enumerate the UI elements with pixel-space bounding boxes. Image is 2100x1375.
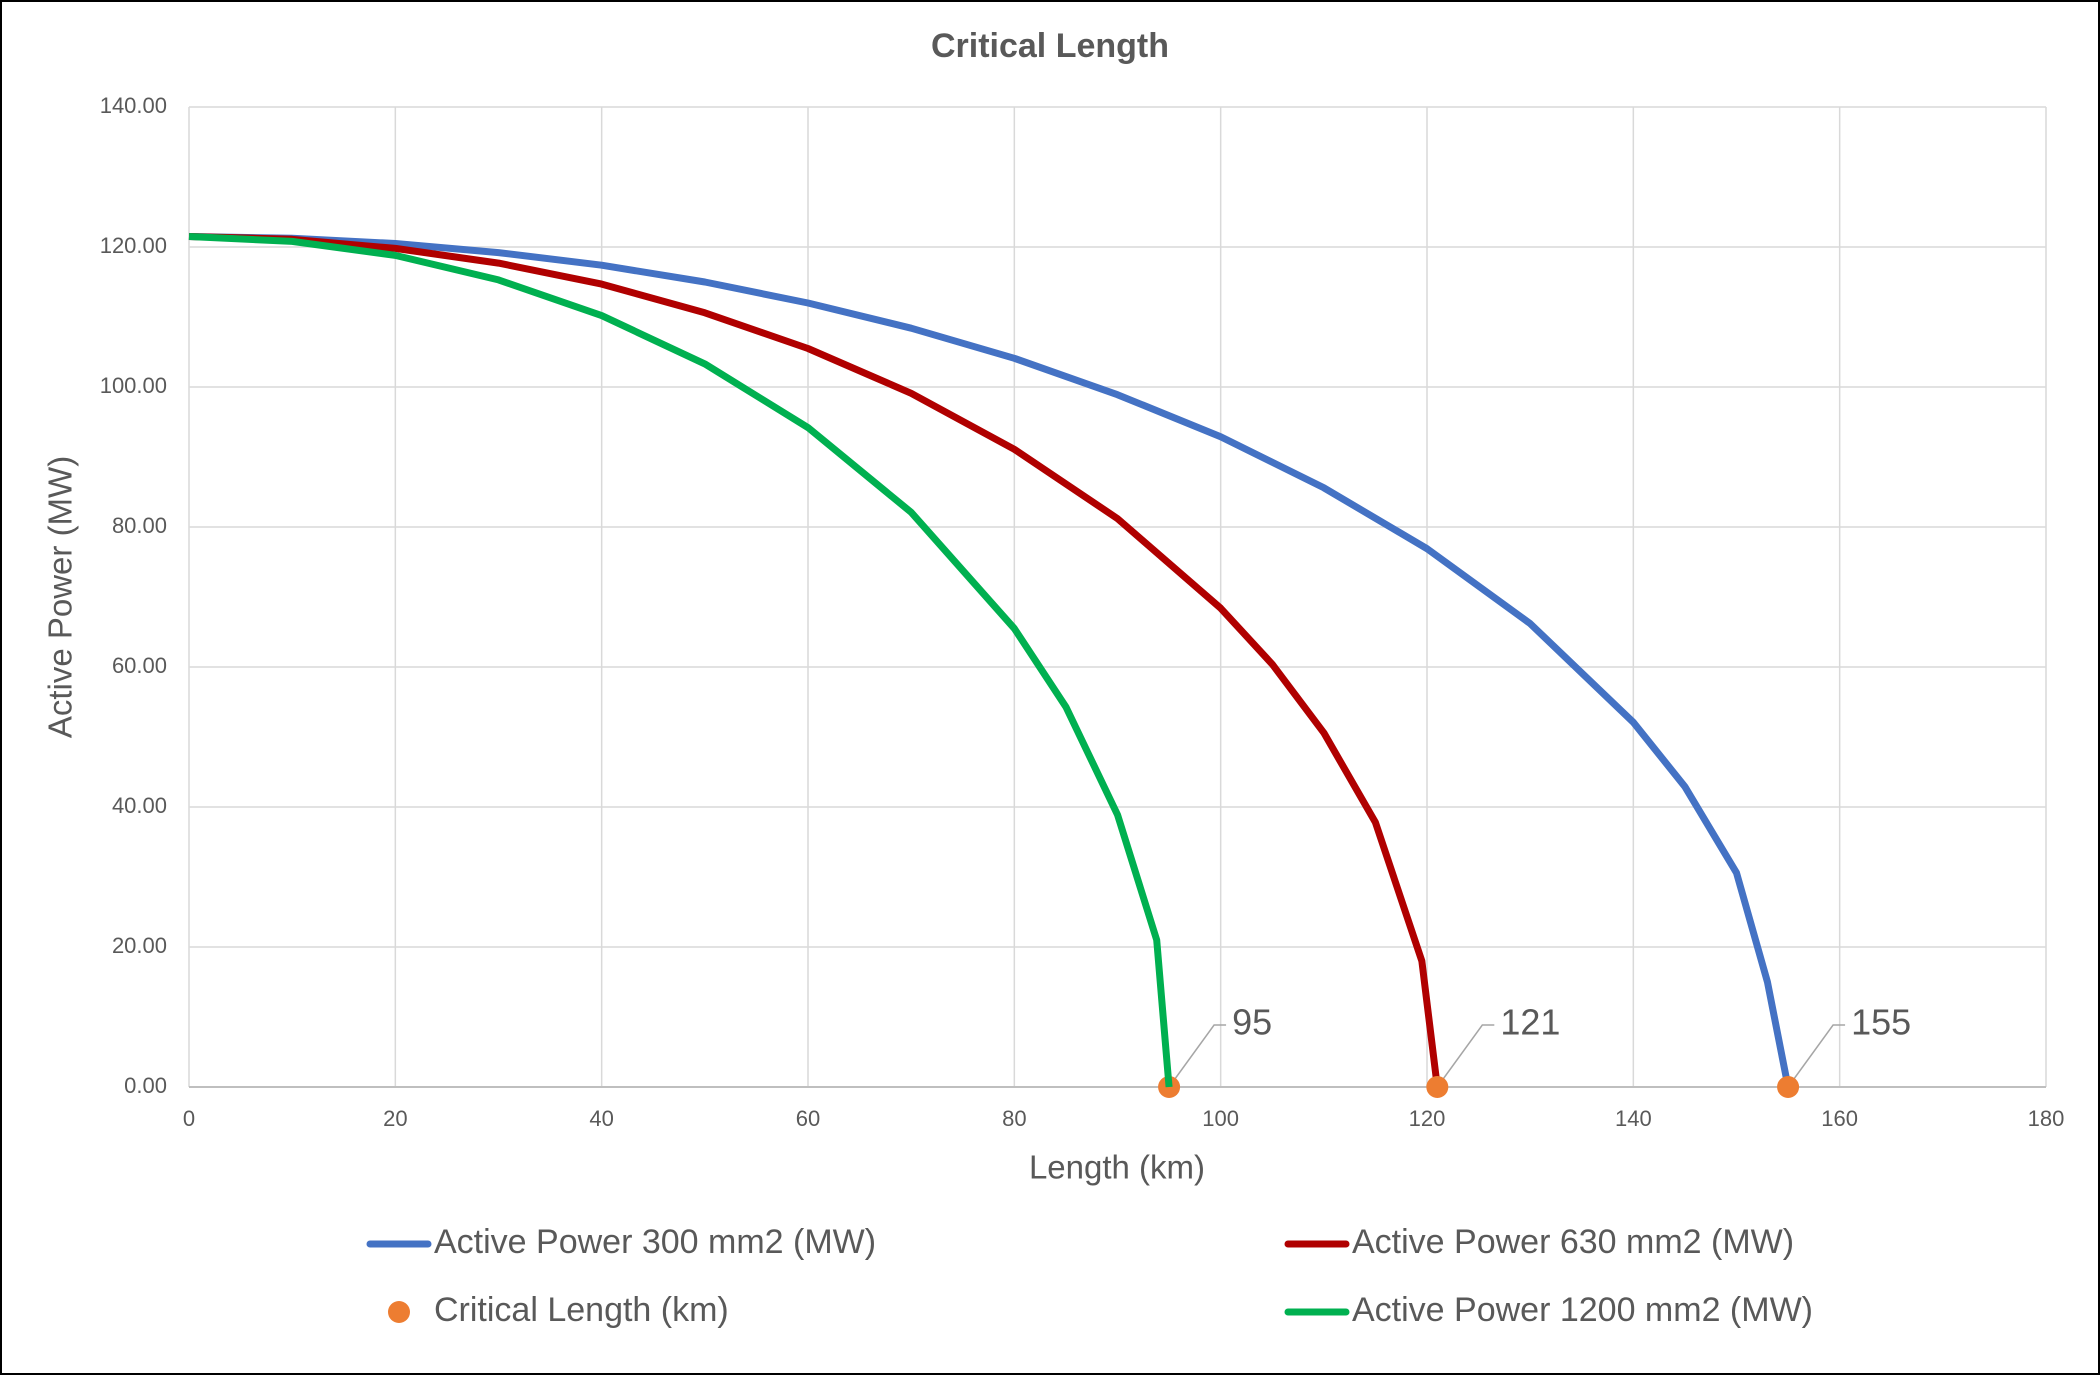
- legend-label: Active Power 630 mm2 (MW): [1352, 1223, 1794, 1261]
- x-tick-label: 40: [589, 1106, 613, 1131]
- x-tick-label: 160: [1821, 1106, 1858, 1131]
- y-tick-label: 20.00: [112, 933, 167, 958]
- data-label: 95: [1232, 1002, 1272, 1043]
- x-tick-label: 120: [1409, 1106, 1446, 1131]
- y-tick-label: 40.00: [112, 793, 167, 818]
- legend-label: Active Power 1200 mm2 (MW): [1352, 1291, 1813, 1329]
- legend-marker: [388, 1301, 410, 1323]
- y-tick-label: 80.00: [112, 513, 167, 538]
- x-tick-label: 180: [2028, 1106, 2065, 1131]
- legend-label: Active Power 300 mm2 (MW): [434, 1223, 876, 1261]
- y-axis-title: Active Power (MW): [42, 456, 79, 738]
- chart-title: Critical Length: [931, 27, 1169, 65]
- x-tick-label: 80: [1002, 1106, 1026, 1131]
- x-tick-label: 0: [183, 1106, 195, 1131]
- legend-label: Critical Length (km): [434, 1291, 729, 1329]
- leader-line: [1436, 1024, 1495, 1088]
- line: [188, 233, 1792, 1088]
- y-tick-label: 100.00: [100, 373, 167, 398]
- leader-line: [1168, 1024, 1227, 1088]
- line: [188, 233, 1173, 1088]
- data-label: 121: [1500, 1002, 1560, 1043]
- marker: [1426, 1076, 1449, 1098]
- y-tick-label: 60.00: [112, 653, 167, 678]
- x-axis-title: Length (km): [1029, 1149, 1205, 1186]
- x-tick-label: 140: [1615, 1106, 1652, 1131]
- y-tick-label: 140.00: [100, 93, 167, 118]
- line: [188, 233, 1441, 1088]
- marker: [1777, 1076, 1800, 1098]
- x-tick-label: 20: [383, 1106, 407, 1131]
- data-label: 155: [1851, 1002, 1911, 1043]
- x-tick-label: 100: [1202, 1106, 1239, 1131]
- y-tick-label: 0.00: [124, 1073, 167, 1098]
- leader-line: [1787, 1024, 1846, 1088]
- x-tick-label: 60: [796, 1106, 820, 1131]
- y-tick-label: 120.00: [100, 233, 167, 258]
